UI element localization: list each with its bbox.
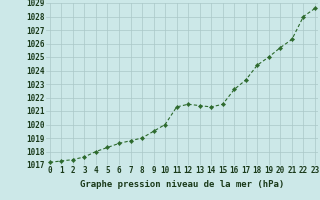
X-axis label: Graphe pression niveau de la mer (hPa): Graphe pression niveau de la mer (hPa) xyxy=(80,180,284,189)
